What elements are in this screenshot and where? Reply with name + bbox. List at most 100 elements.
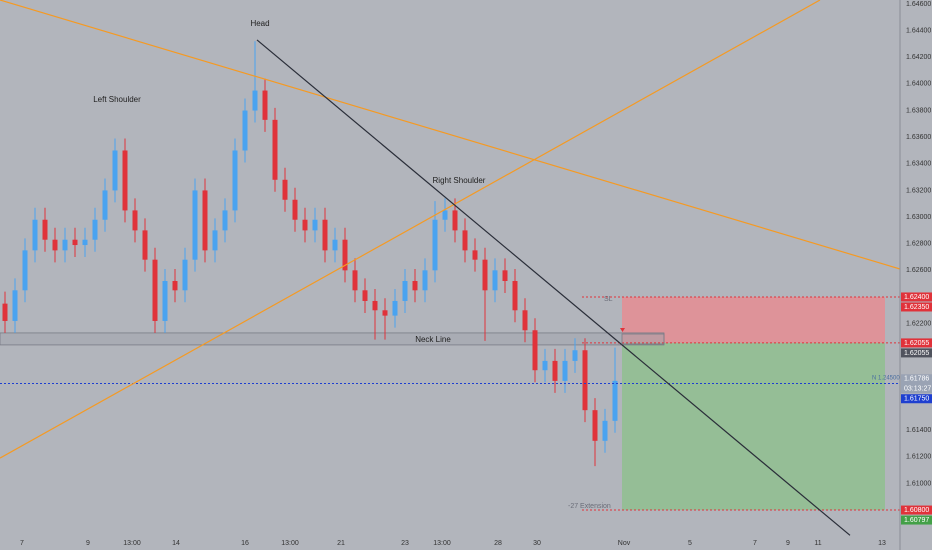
annotation: Head	[250, 19, 269, 28]
candle-body	[362, 290, 368, 301]
candle-body	[482, 259, 488, 291]
x-tick-label: 13:00	[123, 540, 141, 547]
y-tick-label: 1.62800	[906, 241, 931, 248]
candle-body	[272, 119, 278, 180]
candle-body	[292, 199, 298, 220]
x-tick-label: 9	[786, 540, 790, 547]
trend-line	[0, 0, 901, 270]
candle-body	[172, 280, 178, 291]
x-tick-label: 9	[86, 540, 90, 547]
x-tick-label: 21	[337, 540, 345, 547]
price-label-bg	[901, 348, 932, 358]
candle-body	[232, 150, 238, 211]
price-label: 1.62350	[904, 304, 929, 311]
price-label-bg	[901, 374, 932, 394]
candle-body	[52, 239, 58, 251]
candle-body	[62, 239, 68, 251]
candle-body	[212, 230, 218, 251]
candle-body	[372, 300, 378, 311]
x-tick-label: 11	[814, 540, 821, 547]
y-tick-label: 1.64000	[906, 81, 931, 88]
candle-body	[342, 239, 348, 271]
price-label-bg	[901, 302, 932, 312]
price-label-bg	[901, 505, 932, 515]
y-tick-label: 1.64600	[906, 1, 931, 8]
candle-body	[152, 259, 158, 321]
price-label: 1.60797	[904, 517, 929, 524]
y-tick-label: 1.62200	[906, 320, 931, 327]
price-label: 1.62055	[904, 350, 929, 357]
y-tick-label: 1.61000	[906, 480, 931, 487]
candle-body	[542, 360, 548, 371]
annotation: N 1.24500	[872, 376, 900, 382]
candle-body	[242, 110, 248, 151]
candle-body	[572, 350, 578, 361]
price-label: 1.61786	[904, 376, 929, 383]
candle-body	[422, 270, 428, 291]
x-tick-label: 28	[494, 540, 502, 547]
candle-body	[442, 210, 448, 220]
candle-body	[552, 360, 558, 381]
candle-body	[462, 230, 468, 251]
candle-body	[192, 190, 198, 260]
price-label-bg	[901, 292, 932, 302]
x-tick-label: 7	[753, 540, 757, 547]
x-tick-label: 5	[688, 540, 692, 547]
annotation: SL	[604, 296, 613, 303]
y-tick-label: 1.63600	[906, 134, 931, 141]
y-tick-label: 1.63800	[906, 107, 931, 114]
trend-line	[0, 0, 821, 459]
annotation: Neck Line	[415, 335, 451, 344]
price-label-bg	[901, 338, 932, 348]
x-tick-label: 30	[533, 540, 541, 547]
annotation: -27 Extension	[568, 503, 611, 510]
candle-body	[162, 280, 168, 321]
candle-body	[12, 290, 18, 321]
x-tick-label: Nov	[618, 540, 631, 547]
stop-zone	[622, 296, 885, 343]
candle-body	[382, 310, 388, 316]
x-tick-label: 13:00	[433, 540, 451, 547]
candle-body	[522, 310, 528, 331]
y-tick-label: 1.61200	[906, 454, 931, 461]
candle-body	[102, 190, 108, 220]
candle-body	[92, 219, 98, 240]
candle-body	[582, 350, 588, 411]
y-tick-label: 1.62600	[906, 267, 931, 274]
candle-body	[2, 303, 8, 321]
candle-body	[252, 90, 258, 111]
price-label: 1.60800	[904, 507, 929, 514]
candle-body	[432, 219, 438, 271]
price-label: 1.61750	[904, 396, 929, 403]
candle-body	[122, 150, 128, 211]
candle-body	[612, 380, 618, 421]
candle-body	[42, 219, 48, 240]
candle-body	[202, 190, 208, 251]
candle-body	[282, 179, 288, 200]
candle-body	[562, 360, 568, 381]
candle-body	[402, 280, 408, 301]
y-tick-label: 1.63400	[906, 161, 931, 168]
candle-body	[312, 219, 318, 231]
neck-line	[0, 332, 665, 346]
price-label: 1.62400	[904, 294, 929, 301]
annotation: Right Shoulder	[433, 176, 486, 185]
candle-body	[22, 250, 28, 291]
candle-body	[472, 250, 478, 260]
entry-box	[621, 333, 665, 345]
candle-body	[302, 219, 308, 231]
candle-body	[82, 239, 88, 246]
x-tick-label: 7	[20, 540, 24, 547]
candle-body	[262, 90, 268, 120]
candle-body	[322, 219, 328, 251]
candle-body	[492, 270, 498, 291]
x-tick-label: 14	[172, 540, 180, 547]
price-countdown: 03:13:27	[904, 386, 931, 393]
candle-body	[32, 219, 38, 251]
y-tick-label: 1.64400	[906, 27, 931, 34]
plot-area	[0, 0, 901, 536]
candle-body	[132, 210, 138, 231]
y-tick-label: 1.63000	[906, 214, 931, 221]
candle-body	[222, 210, 228, 231]
price-label-bg	[901, 515, 932, 525]
